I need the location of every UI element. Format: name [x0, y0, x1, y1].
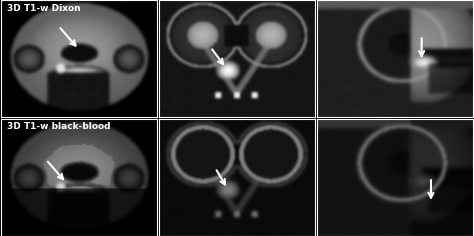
Text: 3D T1-w Dixon: 3D T1-w Dixon [7, 4, 81, 13]
Text: 3D T1-w black-blood: 3D T1-w black-blood [7, 122, 111, 131]
